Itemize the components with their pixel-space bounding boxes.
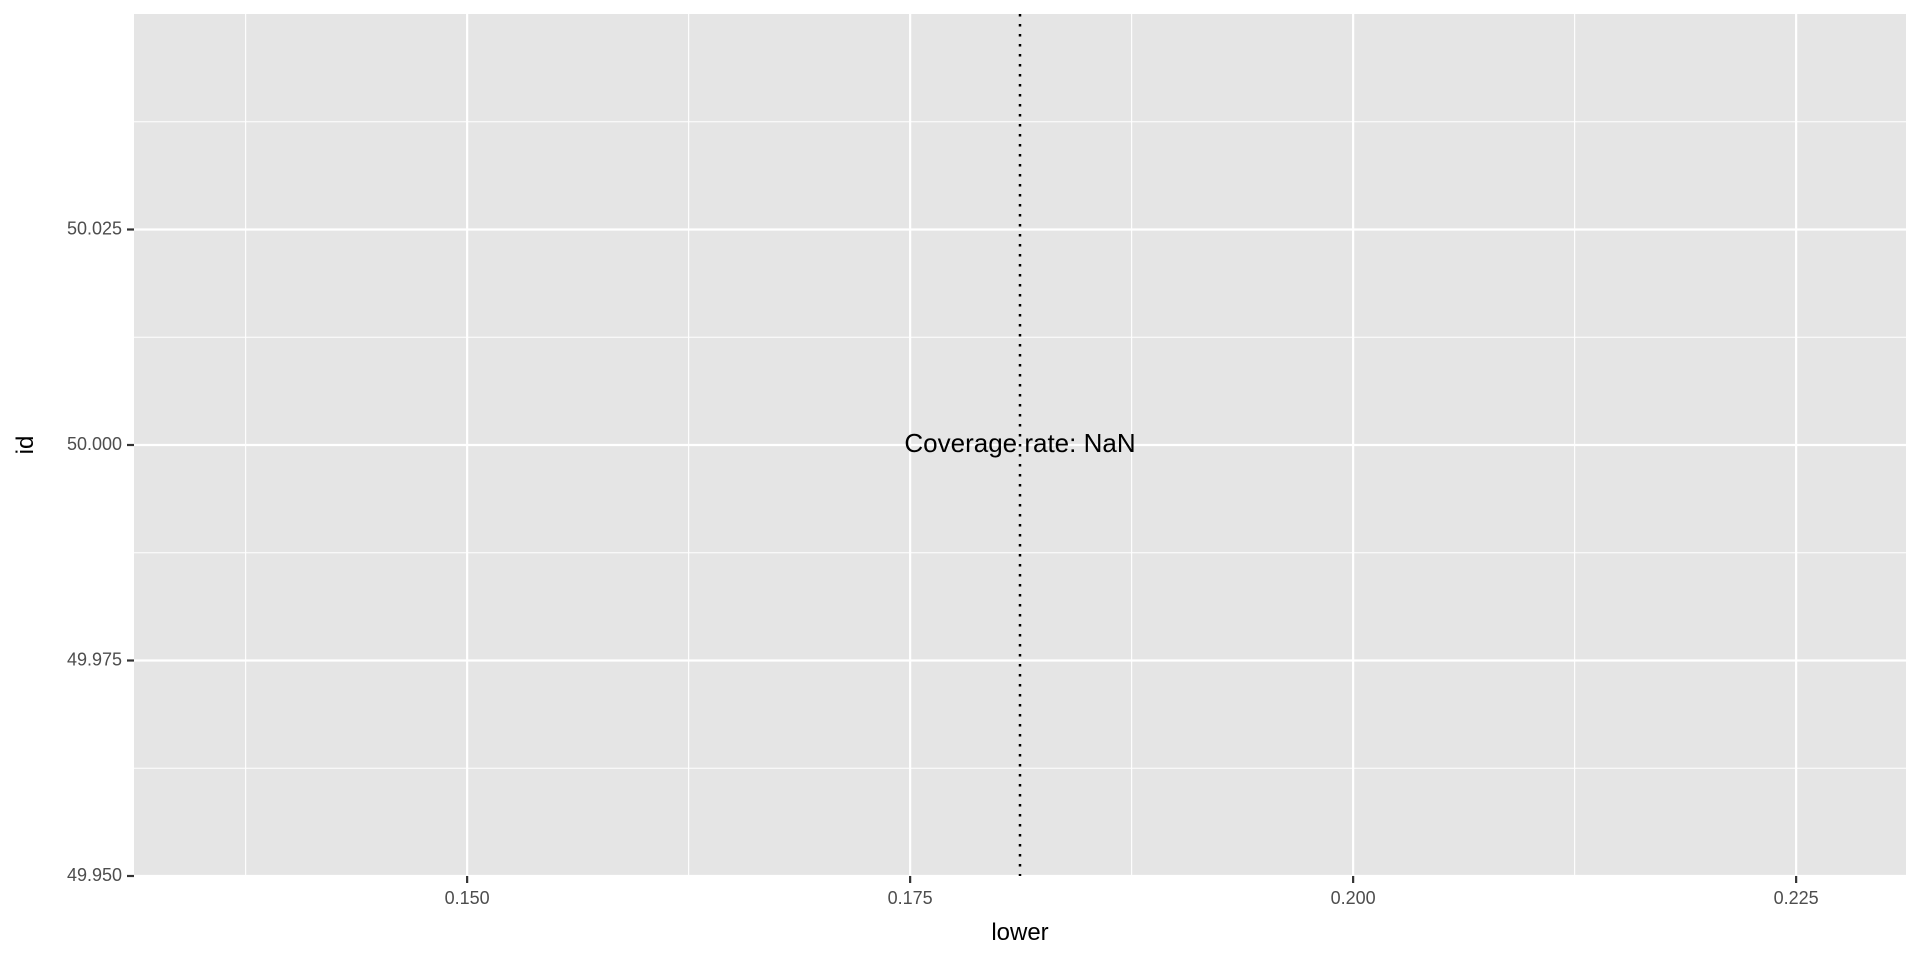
x-axis: 0.150 0.175 0.200 0.225 (445, 876, 1819, 908)
x-tick-label: 0.200 (1331, 888, 1376, 908)
y-tick-label: 50.000 (67, 434, 122, 454)
y-tick-label: 50.025 (67, 218, 122, 238)
y-tick-label: 49.950 (67, 865, 122, 885)
y-axis-title: id (12, 436, 39, 455)
x-tick-label: 0.225 (1774, 888, 1819, 908)
y-axis: 49.950 49.975 50.000 50.025 (67, 218, 134, 885)
x-tick-label: 0.150 (445, 888, 490, 908)
x-tick-label: 0.175 (888, 888, 933, 908)
y-tick-label: 49.975 (67, 649, 122, 669)
coverage-annotation: Coverage rate: NaN (904, 428, 1135, 458)
x-axis-title: lower (991, 919, 1048, 946)
